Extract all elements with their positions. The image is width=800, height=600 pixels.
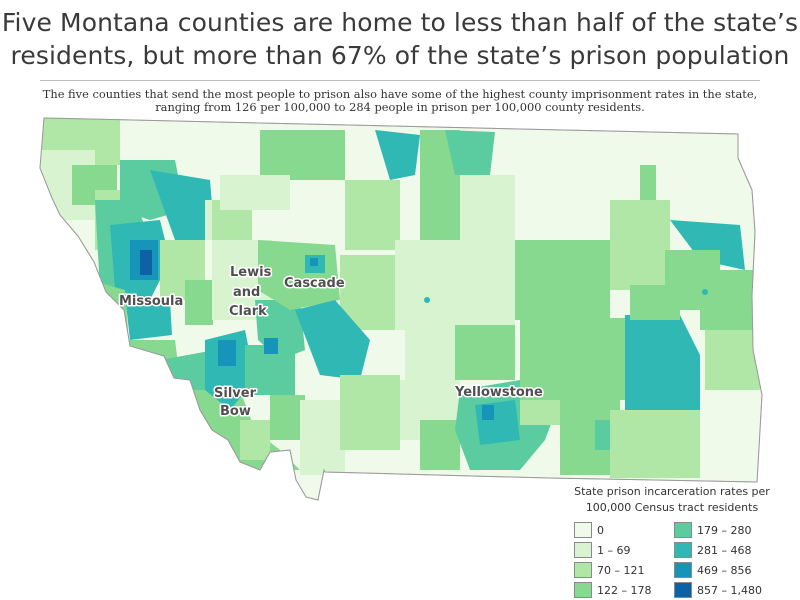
tract-region — [636, 165, 656, 200]
map-legend: State prison incarceration rates per 100… — [556, 484, 788, 598]
tract-region — [405, 330, 460, 385]
tract-region — [705, 330, 760, 390]
label-silver-bow-line-2: Bow — [220, 404, 251, 419]
title-line-2: residents, but more than 67% of the stat… — [10, 41, 790, 70]
legend-item: 122 – 178 — [574, 582, 674, 598]
legend-label: 0 — [597, 523, 604, 537]
legend-item: 179 – 280 — [674, 522, 774, 538]
legend-label: 1 – 69 — [597, 543, 631, 557]
tract-region — [185, 280, 213, 325]
tract-region — [560, 135, 640, 200]
tract-region — [345, 180, 400, 250]
legend-swatch — [574, 582, 592, 598]
tract-region — [370, 330, 410, 375]
tract-region — [460, 175, 515, 240]
legend-swatch — [574, 562, 592, 578]
legend-title: State prison incarceration rates per 100… — [556, 484, 788, 516]
tract-region — [264, 338, 278, 354]
tract-region — [340, 375, 400, 450]
tract-region — [260, 130, 345, 180]
legend-label: 469 – 856 — [697, 563, 752, 577]
label-missoula: Missoula — [119, 294, 183, 309]
legend-label: 281 – 468 — [697, 543, 752, 557]
tract-region — [445, 130, 495, 175]
title-line-1: Five Montana counties are home to less t… — [1, 8, 799, 37]
tract-region — [205, 330, 255, 410]
legend-label: 179 – 280 — [697, 523, 752, 537]
tract-region — [520, 318, 625, 400]
chart-subtitle: The five counties that send the most peo… — [20, 88, 780, 114]
census-tract-regions — [40, 118, 760, 480]
tract-region — [455, 325, 515, 380]
legend-item: 70 – 121 — [574, 562, 674, 578]
title-divider — [40, 80, 760, 81]
label-lewis-and-clark-line-3: Clark — [229, 304, 267, 319]
tract-region — [270, 395, 305, 440]
legend-label: 122 – 178 — [597, 583, 652, 597]
tract-region — [295, 300, 370, 380]
tract-region — [88, 280, 128, 345]
tract-region — [700, 270, 755, 330]
tract-region — [482, 405, 494, 420]
tract-region — [515, 240, 610, 320]
tract-region — [610, 410, 700, 478]
chart-title: Five Montana counties are home to less t… — [0, 6, 800, 72]
legend-item: 857 – 1,480 — [674, 582, 774, 598]
legend-label: 70 – 121 — [597, 563, 645, 577]
legend-title-line-2: 100,000 Census tract residents — [585, 501, 759, 514]
legend-swatch — [674, 542, 692, 558]
tract-region — [375, 130, 420, 180]
tract-region — [702, 289, 708, 295]
label-silver-bow-line-1: Silver — [214, 386, 257, 401]
legend-item: 0 — [574, 522, 674, 538]
legend-title-line-1: State prison incarceration rates per — [574, 485, 770, 498]
legend-label: 857 – 1,480 — [697, 583, 762, 597]
subtitle-line-1: The five counties that send the most peo… — [42, 87, 758, 101]
montana-state-border — [39, 117, 763, 501]
tract-region — [610, 200, 670, 290]
tract-region — [700, 395, 760, 480]
tract-region — [420, 420, 460, 470]
label-yellowstone: Yellowstone — [454, 385, 543, 400]
label-lewis-and-clark-line-1: Lewis — [230, 265, 272, 280]
legend-swatch — [674, 582, 692, 598]
legend-swatch — [574, 522, 592, 538]
legend-swatch — [674, 562, 692, 578]
label-cascade: Cascade — [284, 276, 345, 291]
tract-region — [625, 315, 700, 410]
tract-region — [220, 175, 290, 210]
legend-item: 469 – 856 — [674, 562, 774, 578]
label-lewis-and-clark-line-2: and — [233, 285, 260, 300]
tract-region — [310, 258, 318, 266]
tract-region — [670, 220, 745, 270]
legend-item: 281 – 468 — [674, 542, 774, 558]
legend-swatch — [674, 522, 692, 538]
legend-swatch — [574, 542, 592, 558]
tract-region — [218, 340, 236, 366]
tract-region — [140, 250, 152, 275]
tract-region — [125, 295, 172, 340]
tract-region — [240, 420, 270, 460]
tract-region — [395, 240, 515, 330]
tract-region — [150, 170, 215, 240]
legend-items: 0 179 – 280 1 – 69 281 – 468 70 – 121 469 – 8… — [574, 522, 788, 598]
tract-region — [424, 297, 430, 303]
tract-region — [475, 400, 520, 445]
subtitle-line-2: ranging from 126 per 100,000 to 284 peop… — [155, 100, 645, 114]
legend-item: 1 – 69 — [574, 542, 674, 558]
tract-region — [300, 400, 345, 475]
